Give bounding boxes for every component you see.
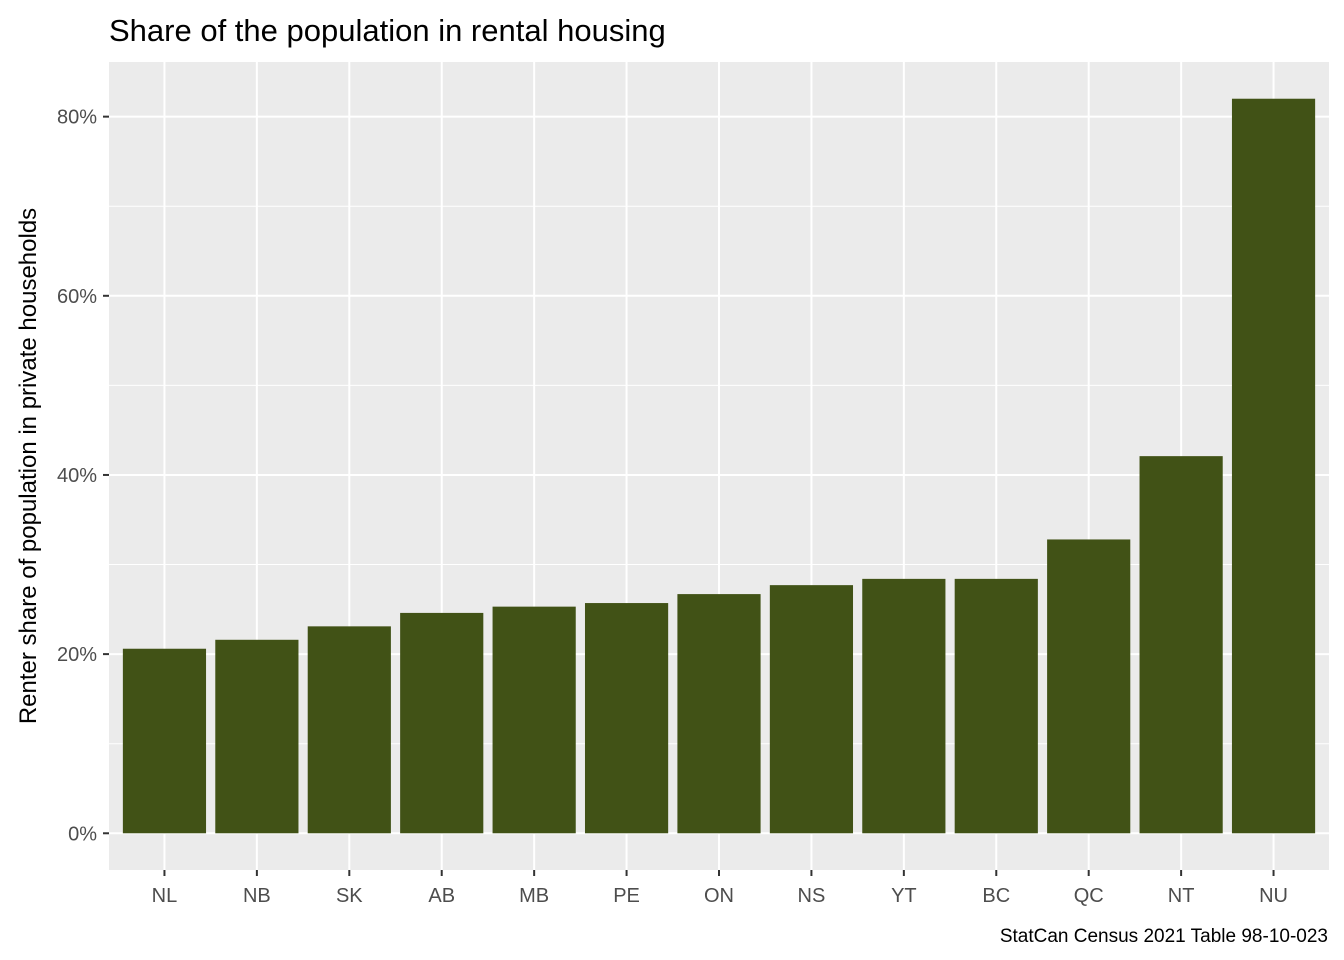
- x-tick-label: NU: [1259, 885, 1288, 907]
- bar-ns: [769, 585, 854, 834]
- x-tick-label: NB: [243, 885, 271, 907]
- y-tick-label: 20%: [57, 644, 97, 666]
- x-tick-label: PE: [613, 885, 640, 907]
- y-axis-title: Renter share of population in private ho…: [15, 208, 42, 724]
- bar-mb: [492, 606, 576, 834]
- bar-bc: [954, 578, 1038, 834]
- x-tick-label: NT: [1168, 885, 1195, 907]
- x-tick-label: MB: [519, 885, 549, 907]
- x-tick-label: SK: [336, 885, 363, 907]
- y-tick-label: 40%: [57, 465, 97, 487]
- y-tick-label: 0%: [68, 823, 97, 845]
- x-tick-label: QC: [1074, 885, 1104, 907]
- chart-caption: StatCan Census 2021 Table 98-10-023: [1000, 926, 1328, 947]
- bar-nl: [122, 648, 207, 834]
- x-tick-label: NL: [152, 885, 178, 907]
- bar-yt: [862, 578, 946, 834]
- bar-ab: [400, 612, 484, 834]
- y-tick-label: 60%: [57, 286, 97, 308]
- bar-qc: [1047, 539, 1131, 834]
- bar-pe: [584, 603, 669, 834]
- chart-title: Share of the population in rental housin…: [109, 13, 666, 48]
- bar-sk: [307, 626, 391, 834]
- bar-nu: [1231, 98, 1316, 834]
- x-tick-label: NS: [798, 885, 826, 907]
- y-axis: 0% 20% 40% 60% 80%: [57, 107, 109, 845]
- x-tick-label: YT: [891, 885, 917, 907]
- x-tick-label: AB: [428, 885, 455, 907]
- bar-nb: [215, 639, 299, 834]
- bars: [122, 98, 1316, 834]
- x-tick-label: BC: [982, 885, 1010, 907]
- x-tick-label: ON: [704, 885, 734, 907]
- bar-on: [677, 594, 761, 834]
- bar-nt: [1139, 456, 1223, 834]
- y-tick-label: 80%: [57, 107, 97, 129]
- x-axis: NL NB SK AB MB PE ON NS YT BC QC NT NU: [152, 870, 1288, 907]
